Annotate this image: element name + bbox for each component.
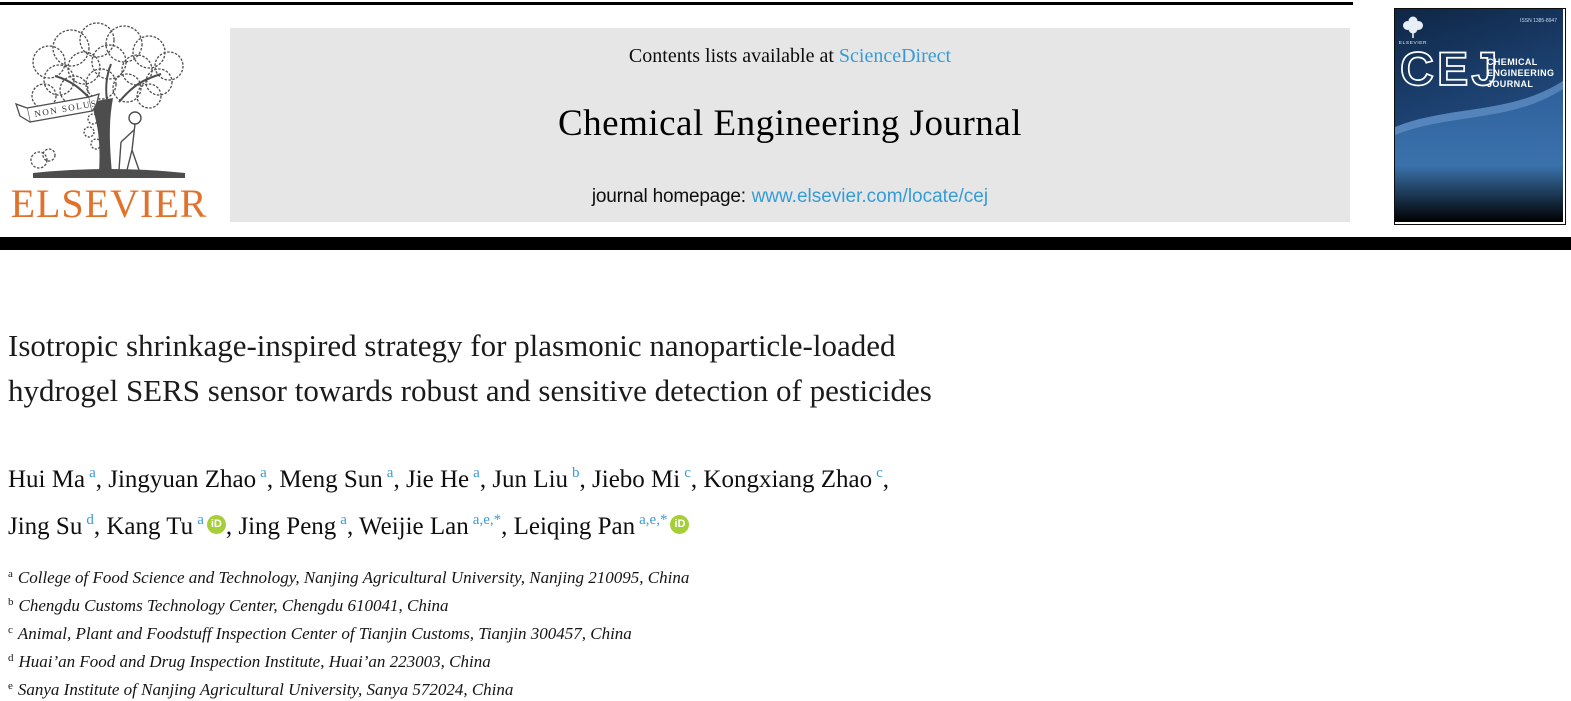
author-entry: Hui Ma a, bbox=[8, 465, 109, 493]
author-separator: , bbox=[93, 513, 107, 540]
author-separator: , bbox=[346, 513, 360, 540]
author-separator: , bbox=[501, 513, 514, 540]
author-name: Meng Sun bbox=[279, 466, 383, 493]
author-name: Leiqing Pan bbox=[513, 513, 636, 540]
article-title-line2: hydrogel SERS sensor towards robust and … bbox=[8, 373, 932, 408]
sciencedirect-link[interactable]: ScienceDirect bbox=[838, 45, 952, 67]
contents-line: Contents lists available at ScienceDirect bbox=[230, 45, 1350, 68]
author-affiliation-sup: a,e,* bbox=[639, 512, 668, 528]
author-separator: , bbox=[225, 513, 239, 540]
affiliation-text: Huai’an Food and Drug Inspection Institu… bbox=[18, 652, 491, 671]
author-name: Jingyuan Zhao bbox=[108, 466, 257, 493]
affiliation-sup: b bbox=[8, 596, 14, 608]
orcid-icon[interactable]: iD bbox=[670, 514, 690, 534]
author-separator: , bbox=[266, 466, 280, 493]
author-affiliation-sup: a bbox=[260, 465, 267, 481]
author-affiliation-sup: b bbox=[572, 465, 580, 481]
affiliation-sup: d bbox=[8, 652, 14, 664]
author-entry: Jun Liu b, bbox=[492, 465, 593, 493]
author-name: Jing Su bbox=[8, 513, 83, 540]
cover-journal-name: CHEMICAL ENGINEERING JOURNAL bbox=[1487, 57, 1554, 89]
author-affiliation-sup: a bbox=[473, 465, 480, 481]
cover-acronym: CEJ bbox=[1400, 42, 1500, 95]
author-entry: Leiqing Pan a,e,* iD bbox=[513, 512, 690, 540]
author-entry: Weijie Lan a,e,*, bbox=[359, 512, 514, 540]
author-affiliation-sup: c bbox=[684, 465, 691, 481]
author-affiliation-sup: a bbox=[89, 465, 96, 481]
journal-cover-thumbnail[interactable]: ELSEVIER ISSN 1385-8947 CEJ CHEMICAL ENG… bbox=[1394, 8, 1566, 225]
section-divider-bar bbox=[0, 237, 1571, 250]
affiliation-text: College of Food Science and Technology, … bbox=[17, 568, 690, 587]
affiliation-list: a College of Food Science and Technology,… bbox=[8, 565, 1508, 701]
affiliation-sup: c bbox=[8, 624, 13, 636]
author-separator: , bbox=[479, 466, 493, 493]
svg-text:CHEMICAL: CHEMICAL bbox=[1487, 57, 1538, 67]
author-name: Jun Liu bbox=[492, 466, 569, 493]
homepage-prefix: journal homepage: bbox=[591, 186, 746, 207]
article-title: Isotropic shrinkage-inspired strategy fo… bbox=[8, 323, 1558, 413]
contents-prefix: Contents lists available at bbox=[628, 45, 834, 67]
cover-issn: ISSN 1385-8947 bbox=[1520, 18, 1557, 24]
affiliation-text: Animal, Plant and Foodstuff Inspection C… bbox=[17, 624, 632, 643]
author-affiliation-sup: a bbox=[197, 512, 204, 528]
affiliation-sup: a bbox=[8, 568, 13, 580]
elsevier-wordmark: ELSEVIER bbox=[10, 181, 208, 226]
svg-text:JOURNAL: JOURNAL bbox=[1487, 79, 1533, 89]
author-affiliation-sup: a bbox=[340, 512, 347, 528]
homepage-line: journal homepage: www.elsevier.com/locate… bbox=[230, 186, 1350, 208]
author-name: Hui Ma bbox=[8, 466, 86, 493]
author-separator: , bbox=[882, 466, 890, 493]
article-title-line1: Isotropic shrinkage-inspired strategy fo… bbox=[8, 328, 896, 363]
masthead-box: Contents lists available at ScienceDirect… bbox=[230, 28, 1350, 222]
author-separator: , bbox=[95, 466, 109, 493]
affiliation-line: e Sanya Institute of Nanjing Agricultural… bbox=[8, 677, 1508, 701]
author-affiliation-sup: a bbox=[386, 465, 394, 481]
affiliation-text: Chengdu Customs Technology Center, Cheng… bbox=[18, 596, 449, 615]
orcid-icon[interactable]: iD bbox=[206, 514, 226, 534]
author-affiliation-sup: a,e,* bbox=[472, 512, 502, 528]
author-entry: Kongxiang Zhao c, bbox=[703, 465, 890, 493]
author-entry: Jingyuan Zhao a, bbox=[108, 465, 280, 493]
author-name: Jiebo Mi bbox=[592, 466, 681, 493]
journal-title: Chemical Engineering Journal bbox=[557, 103, 1023, 144]
cover-publisher-small: ELSEVIER bbox=[1399, 40, 1427, 46]
non-solus-banner: NON SOLUS bbox=[14, 93, 100, 123]
elsevier-logo: NON SOLUS ELSEVIER bbox=[6, 22, 212, 238]
elsevier-tree-icon: NON SOLUS bbox=[14, 22, 185, 178]
author-separator: , bbox=[393, 466, 406, 493]
author-list: Hui Ma a, Jingyuan Zhao a, Meng Sun a, Jie … bbox=[8, 458, 1488, 552]
journal-homepage-link[interactable]: www.elsevier.com/locate/cej bbox=[751, 186, 989, 207]
author-entry: Jie He a, bbox=[405, 465, 493, 493]
author-entry: Jing Su d, bbox=[8, 512, 107, 540]
author-name: Kang Tu bbox=[106, 513, 194, 540]
author-entry: Kang Tu a iD, bbox=[106, 512, 239, 540]
author-entry: Jiebo Mi c, bbox=[592, 465, 704, 493]
affiliation-line: b Chengdu Customs Technology Center, Chen… bbox=[8, 593, 1508, 621]
author-entry: Meng Sun a, bbox=[279, 465, 406, 493]
author-entry: Jing Peng a, bbox=[238, 512, 360, 540]
svg-text:ENGINEERING: ENGINEERING bbox=[1487, 68, 1554, 78]
author-name: Weijie Lan bbox=[359, 513, 469, 540]
top-rule bbox=[0, 2, 1353, 5]
author-name: Jie He bbox=[405, 466, 470, 493]
author-name: Kongxiang Zhao bbox=[703, 466, 873, 493]
author-name: Jing Peng bbox=[238, 513, 337, 540]
affiliation-line: c Animal, Plant and Foodstuff Inspection … bbox=[8, 621, 1508, 649]
author-separator: , bbox=[690, 466, 704, 493]
affiliation-line: d Huai’an Food and Drug Inspection Instit… bbox=[8, 649, 1508, 677]
author-separator: , bbox=[579, 466, 593, 493]
author-affiliation-sup: c bbox=[876, 465, 883, 481]
affiliation-text: Sanya Institute of Nanjing Agricultural … bbox=[17, 680, 514, 699]
author-affiliation-sup: d bbox=[86, 512, 94, 528]
affiliation-sup: e bbox=[8, 680, 13, 692]
cover-elsevier-mini-logo: ELSEVIER bbox=[1399, 16, 1427, 46]
affiliation-line: a College of Food Science and Technology,… bbox=[8, 565, 1508, 593]
